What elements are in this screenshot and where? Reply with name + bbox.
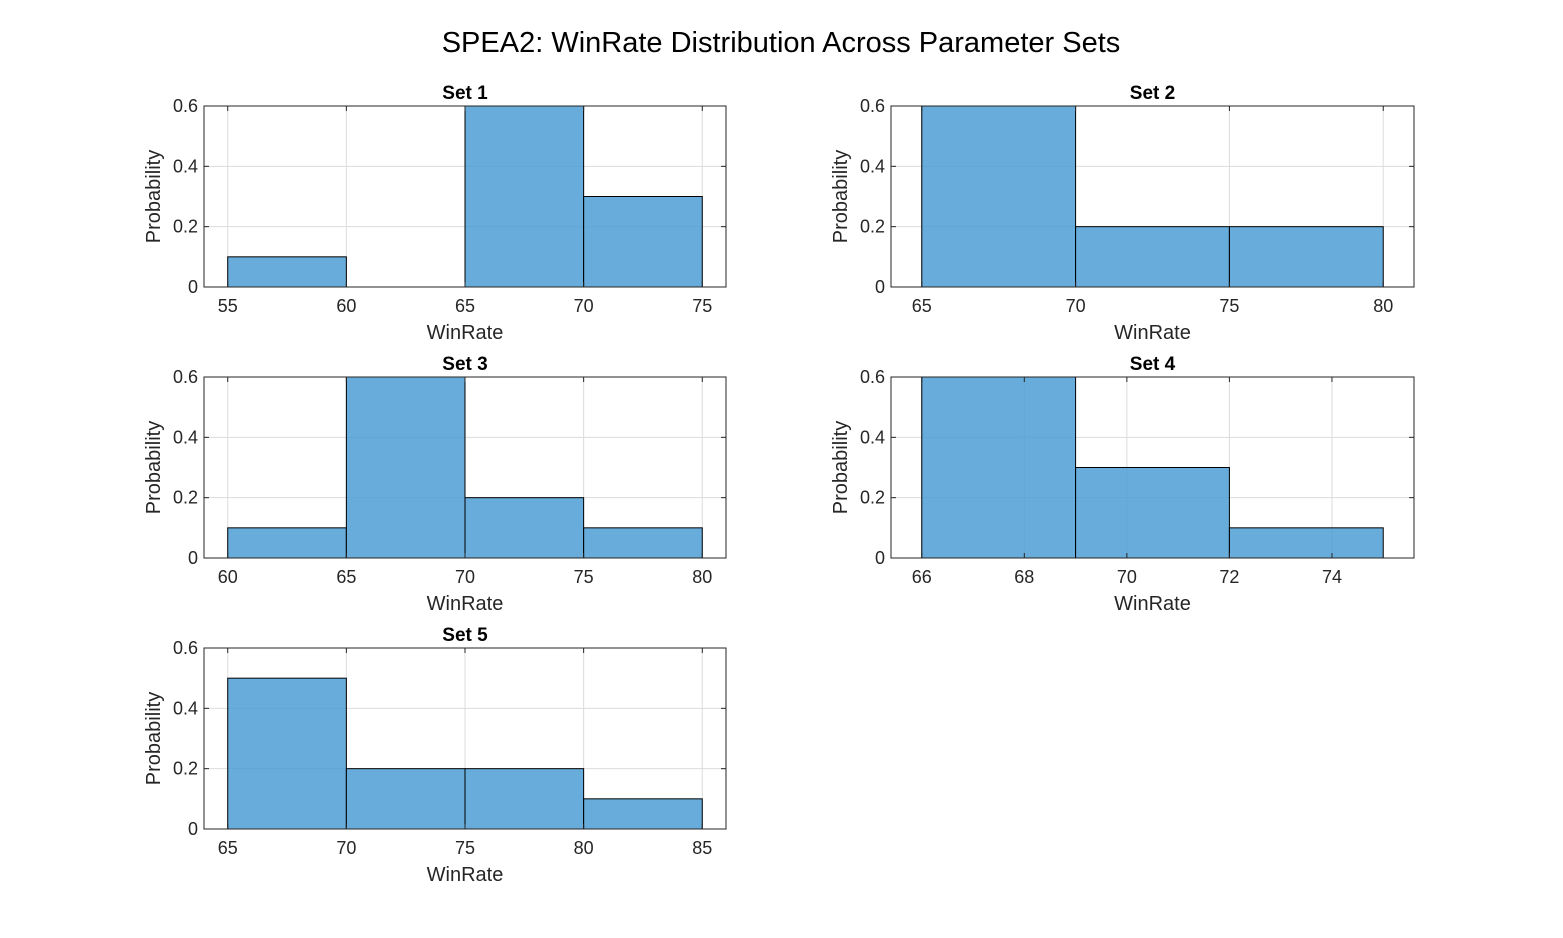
y-axis-label: Probability xyxy=(143,421,165,514)
y-tick-label: 0.2 xyxy=(860,217,885,237)
x-tick-label: 70 xyxy=(1117,567,1137,587)
x-tick-label: 60 xyxy=(218,567,238,587)
y-tick-label: 0.4 xyxy=(173,427,198,447)
histogram-bar xyxy=(227,527,347,559)
y-tick-label: 0.6 xyxy=(173,367,198,387)
subplot-grid: 55 60 65 70 75 0 0.2 0.4 0.6 Set 1 WinRate Probabil… xyxy=(143,83,1415,886)
x-tick-label: 70 xyxy=(1066,296,1086,316)
subplot-set-1: 55 60 65 70 75 0 0.2 0.4 0.6 Set 1 WinRate Probabil… xyxy=(143,83,727,344)
x-tick-label: 68 xyxy=(1014,567,1034,587)
y-tick-label: 0 xyxy=(875,548,885,568)
x-axis-label: WinRate xyxy=(427,322,504,344)
histogram-bar xyxy=(583,527,703,559)
histogram-bar xyxy=(227,256,347,288)
histogram-bar xyxy=(227,677,347,830)
x-tick-label: 55 xyxy=(218,296,238,316)
axes-box xyxy=(890,376,1415,559)
x-axis-label: WinRate xyxy=(1114,322,1191,344)
figure-title: SPEA2: WinRate Distribution Across Param… xyxy=(442,27,1121,59)
histogram-bar xyxy=(1075,226,1230,288)
x-tick-label: 65 xyxy=(218,838,238,858)
histogram-bar xyxy=(1075,467,1230,559)
subplot-title: Set 4 xyxy=(1130,354,1176,375)
x-tick-label: 65 xyxy=(455,296,475,316)
y-tick-label: 0 xyxy=(188,548,198,568)
x-axis-label: WinRate xyxy=(427,864,504,886)
histogram-bar xyxy=(921,376,1077,559)
x-tick-label: 74 xyxy=(1322,567,1342,587)
y-tick-label: 0.4 xyxy=(860,156,885,176)
x-tick-label: 65 xyxy=(336,567,356,587)
y-tick-label: 0.4 xyxy=(173,698,198,718)
x-axis-label: WinRate xyxy=(427,593,504,615)
x-tick-label: 65 xyxy=(912,296,932,316)
x-tick-label: 70 xyxy=(336,838,356,858)
histogram-bar xyxy=(464,768,585,830)
subplot-set-2: 65 70 75 80 0 0.2 0.4 0.6 Set 2 WinRate Probabilit… xyxy=(830,83,1415,344)
y-tick-label: 0.6 xyxy=(173,96,198,116)
subplot-title: Set 3 xyxy=(442,354,487,375)
x-tick-label: 66 xyxy=(912,567,932,587)
y-tick-label: 0.4 xyxy=(173,156,198,176)
x-tick-label: 85 xyxy=(692,838,712,858)
y-tick-label: 0.2 xyxy=(860,488,885,508)
x-tick-label: 70 xyxy=(574,296,594,316)
y-tick-label: 0.6 xyxy=(173,638,198,658)
y-axis-label: Probability xyxy=(143,150,165,243)
y-tick-label: 0 xyxy=(875,277,885,297)
subplot-set-5: 65 70 75 80 85 0 0.2 0.4 0.6 Set 5 WinRate Probabil… xyxy=(143,625,727,886)
histogram-bar xyxy=(464,105,585,288)
y-tick-label: 0.6 xyxy=(860,367,885,387)
subplot-title: Set 5 xyxy=(442,625,488,646)
histogram-bar xyxy=(1228,226,1384,288)
x-tick-label: 70 xyxy=(455,567,475,587)
y-tick-label: 0.6 xyxy=(860,96,885,116)
x-tick-label: 72 xyxy=(1219,567,1239,587)
x-axis-label: WinRate xyxy=(1114,593,1191,615)
x-tick-label: 80 xyxy=(692,567,712,587)
y-tick-label: 0.2 xyxy=(173,488,198,508)
y-axis-label: Probability xyxy=(830,421,852,514)
subplot-set-3: 60 65 70 75 80 0 0.2 0.4 0.6 Set 3 WinRate Probabil… xyxy=(143,354,727,615)
y-axis-label: Probability xyxy=(830,150,852,243)
y-tick-label: 0.2 xyxy=(173,217,198,237)
x-tick-label: 75 xyxy=(692,296,712,316)
subplot-title: Set 1 xyxy=(442,83,488,104)
y-tick-label: 0.4 xyxy=(860,427,885,447)
x-tick-label: 80 xyxy=(574,838,594,858)
subplot-title: Set 2 xyxy=(1130,83,1175,104)
x-tick-label: 75 xyxy=(1219,296,1239,316)
histogram-bar xyxy=(583,196,703,288)
x-tick-label: 75 xyxy=(455,838,475,858)
histogram-bar xyxy=(921,105,1077,288)
x-tick-label: 60 xyxy=(336,296,356,316)
histogram-bar xyxy=(583,798,703,830)
axes-box xyxy=(890,105,1415,288)
y-axis-label: Probability xyxy=(143,692,165,785)
y-tick-label: 0.2 xyxy=(173,759,198,779)
x-tick-label: 75 xyxy=(574,567,594,587)
histogram-bar xyxy=(345,376,466,559)
histogram-bar xyxy=(1228,527,1384,559)
y-tick-label: 0 xyxy=(188,819,198,839)
histogram-bar xyxy=(464,497,585,559)
histogram-bar xyxy=(345,768,466,830)
y-tick-label: 0 xyxy=(188,277,198,297)
x-tick-label: 80 xyxy=(1373,296,1393,316)
subplot-set-4: 66 68 70 72 74 0 0.2 0.4 0.6 Set 4 WinRate Probabil… xyxy=(830,354,1415,615)
